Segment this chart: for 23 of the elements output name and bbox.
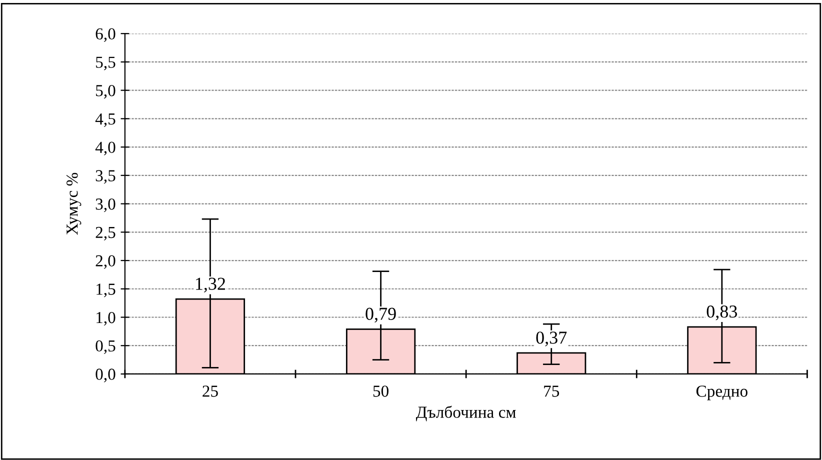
data-label: 1,32 [196, 278, 226, 292]
y-tick-label: 2,0 [96, 255, 116, 269]
y-tick-label: 0,5 [96, 340, 116, 354]
x-tick-label: 75 [544, 386, 560, 397]
x-tick-label: 50 [373, 386, 388, 397]
x-tick-label: Средно [696, 386, 748, 400]
y-tick-label: 2,5 [96, 226, 116, 240]
data-label: 0,37 [536, 332, 567, 346]
x-tick-label: 25 [202, 386, 218, 397]
y-tick-label: 5,0 [96, 85, 116, 99]
data-label: 0,83 [706, 305, 738, 320]
y-tick-label: 0,0 [96, 368, 116, 382]
y-axis-title: Хумус % [66, 172, 82, 235]
y-tick-label: 3,0 [96, 198, 116, 212]
y-tick-label: 4,0 [95, 142, 116, 156]
data-label: 0,79 [366, 308, 396, 323]
y-tick-label: 1,5 [96, 284, 116, 298]
y-tick-label: 4,5 [95, 113, 116, 128]
y-tick-label: 1,0 [96, 312, 116, 326]
x-axis-title: Дълбочина см [416, 406, 516, 422]
y-tick-label: 5,5 [96, 56, 116, 70]
y-tick-label: 6,0 [96, 28, 116, 42]
y-tick-label: 3,5 [96, 170, 116, 184]
